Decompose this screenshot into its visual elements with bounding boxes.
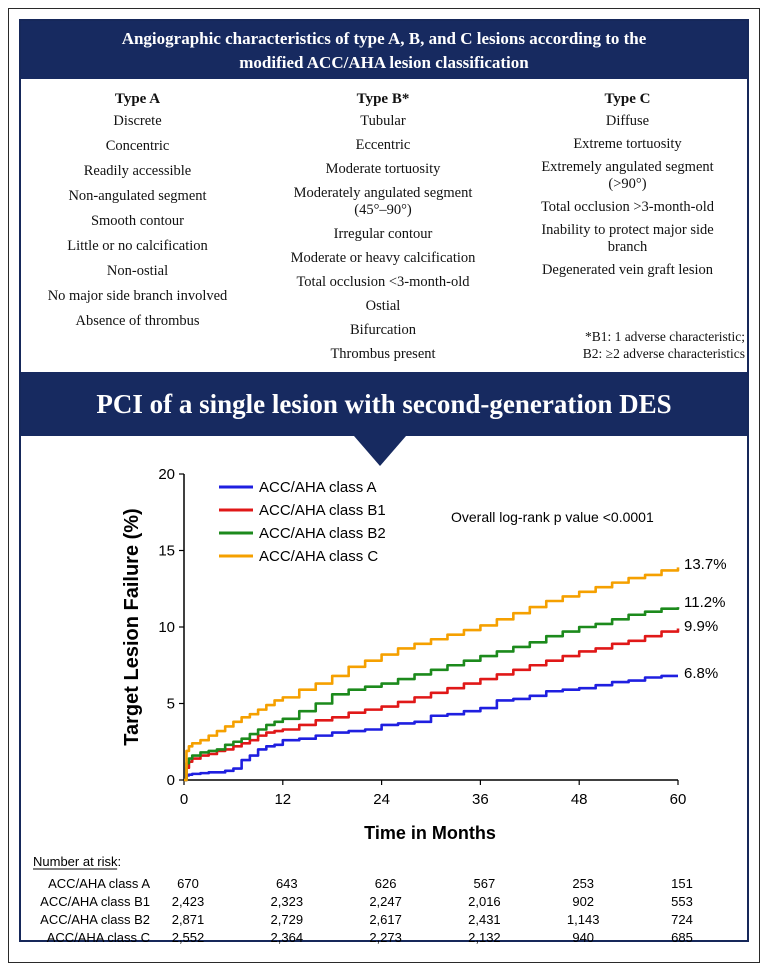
type-a-item: Discrete	[113, 113, 162, 129]
risk-value: 2,273	[369, 930, 402, 945]
type-a-item: Little or no calcification	[67, 238, 208, 254]
type-a-item: No major side branch involved	[47, 288, 228, 304]
risk-value: 2,323	[271, 894, 304, 909]
risk-value: 2,132	[468, 930, 501, 945]
type-a-item: Non-angulated segment	[68, 188, 207, 204]
series-line-2	[184, 628, 680, 782]
risk-value: 2,729	[271, 912, 304, 927]
y-tick-label: 10	[158, 619, 175, 636]
x-axis-title: Time in Months	[364, 823, 496, 843]
type-b-item: Irregular contour	[333, 226, 433, 242]
down-arrow-icon	[354, 436, 406, 466]
legend-label: ACC/AHA class A	[259, 479, 377, 496]
header-title-line1: Angiographic characteristics of type A, …	[121, 29, 647, 48]
risk-value: 2,247	[369, 894, 402, 909]
risk-value: 1,143	[567, 912, 600, 927]
type-b-item: Bifurcation	[349, 322, 417, 338]
type-b-item: Moderately angulated segment (45°–90°)	[293, 185, 473, 218]
risk-value: 940	[572, 930, 594, 945]
type-a-item: Non-ostial	[106, 263, 169, 279]
risk-value: 685	[671, 930, 693, 945]
x-tick-label: 60	[670, 791, 687, 808]
type-c-item: Total occlusion >3-month-old	[540, 199, 715, 215]
risk-value: 902	[572, 894, 594, 909]
footnote-line1: *B1: 1 adverse characteristic;	[584, 329, 745, 344]
x-tick-label: 48	[571, 791, 588, 808]
legend-label: ACC/AHA class C	[259, 548, 378, 565]
risk-value: 724	[671, 912, 693, 927]
series-line-3	[184, 607, 680, 782]
type-a-item: Concentric	[105, 138, 170, 154]
outer-border	[8, 8, 760, 963]
x-tick-label: 0	[180, 791, 188, 808]
type-c-item: Diffuse	[605, 113, 650, 129]
header-banner: Angiographic characteristics of type A, …	[21, 21, 747, 79]
type-c-item: Degenerated vein graft lesion	[541, 262, 714, 278]
risk-value: 2,431	[468, 912, 501, 927]
type-b-item: Thrombus present	[330, 346, 436, 362]
p-value-annotation: Overall log-rank p value <0.0001	[451, 509, 654, 525]
risk-value: 670	[177, 876, 199, 891]
end-value-label: 13.7%	[684, 556, 727, 573]
type-a-item: Absence of thrombus	[75, 313, 200, 329]
risk-value: 626	[375, 876, 397, 891]
risk-table-title: Number at risk:	[33, 854, 121, 869]
y-tick-label: 15	[158, 543, 175, 560]
type-c-item: Inability to protect major side branch	[541, 222, 714, 255]
type-b-item: Ostial	[365, 298, 401, 314]
x-tick-label: 24	[373, 791, 390, 808]
inner-border	[19, 19, 749, 942]
end-value-label: 9.9%	[684, 618, 718, 635]
risk-value: 2,871	[172, 912, 205, 927]
series-line-4	[184, 567, 680, 782]
type-b-item: Eccentric	[355, 137, 411, 153]
type-a-column: Type A Discrete Concentric Readily acces…	[30, 88, 245, 338]
header-title-line2: modified ACC/AHA lesion classification	[239, 53, 529, 72]
risk-value: 2,617	[369, 912, 402, 927]
type-b-item: Total occlusion <3-month-old	[296, 274, 470, 290]
type-b-heading: Type B*	[356, 91, 410, 107]
y-tick-label: 20	[158, 466, 175, 483]
type-b-item: Moderate tortuosity	[325, 161, 441, 177]
x-tick-label: 12	[274, 791, 291, 808]
series-line-1	[184, 674, 678, 782]
risk-row-label: ACC/AHA class C	[47, 930, 150, 945]
type-c-heading: Type C	[604, 91, 651, 107]
risk-value: 567	[474, 876, 496, 891]
risk-value: 253	[572, 876, 594, 891]
risk-value: 2,552	[172, 930, 205, 945]
type-b-column: Type B* Tubular Eccentric Moderate tortu…	[268, 88, 498, 370]
type-b-item: Moderate or heavy calcification	[290, 250, 476, 266]
risk-value: 2,423	[172, 894, 205, 909]
risk-value: 151	[671, 876, 693, 891]
type-a-heading: Type A	[114, 91, 161, 107]
y-tick-label: 5	[167, 696, 175, 713]
risk-value: 2,364	[271, 930, 304, 945]
risk-value: 643	[276, 876, 298, 891]
legend-label: ACC/AHA class B1	[259, 502, 386, 519]
section-banner: PCI of a single lesion with second-gener…	[21, 372, 747, 436]
y-axis-title: Target Lesion Failure (%)	[121, 508, 143, 745]
risk-value: 2,016	[468, 894, 501, 909]
type-a-item: Readily accessible	[83, 163, 192, 179]
risk-row-label: ACC/AHA class A	[48, 876, 150, 891]
type-c-column: Type C Diffuse Extreme tortuosity Extrem…	[515, 88, 740, 285]
x-tick-label: 36	[472, 791, 489, 808]
type-c-item: Extreme tortuosity	[573, 136, 682, 152]
end-value-label: 6.8%	[684, 665, 718, 682]
type-a-item: Smooth contour	[90, 213, 185, 229]
type-c-item: Extremely angulated segment (>90°)	[541, 159, 714, 192]
risk-row-label: ACC/AHA class B1	[40, 894, 150, 909]
footnote-line2: B2: ≥2 adverse characteristics	[582, 346, 745, 361]
section-title: PCI of a single lesion with second-gener…	[96, 389, 672, 419]
end-value-label: 11.2%	[684, 594, 725, 611]
type-b-item: Tubular	[360, 113, 406, 129]
legend-label: ACC/AHA class B2	[259, 525, 386, 542]
risk-row-label: ACC/AHA class B2	[40, 912, 150, 927]
risk-value: 553	[671, 894, 693, 909]
y-tick-label: 0	[167, 772, 175, 789]
footnote: *B1: 1 adverse characteristic; B2: ≥2 ad…	[515, 328, 745, 362]
